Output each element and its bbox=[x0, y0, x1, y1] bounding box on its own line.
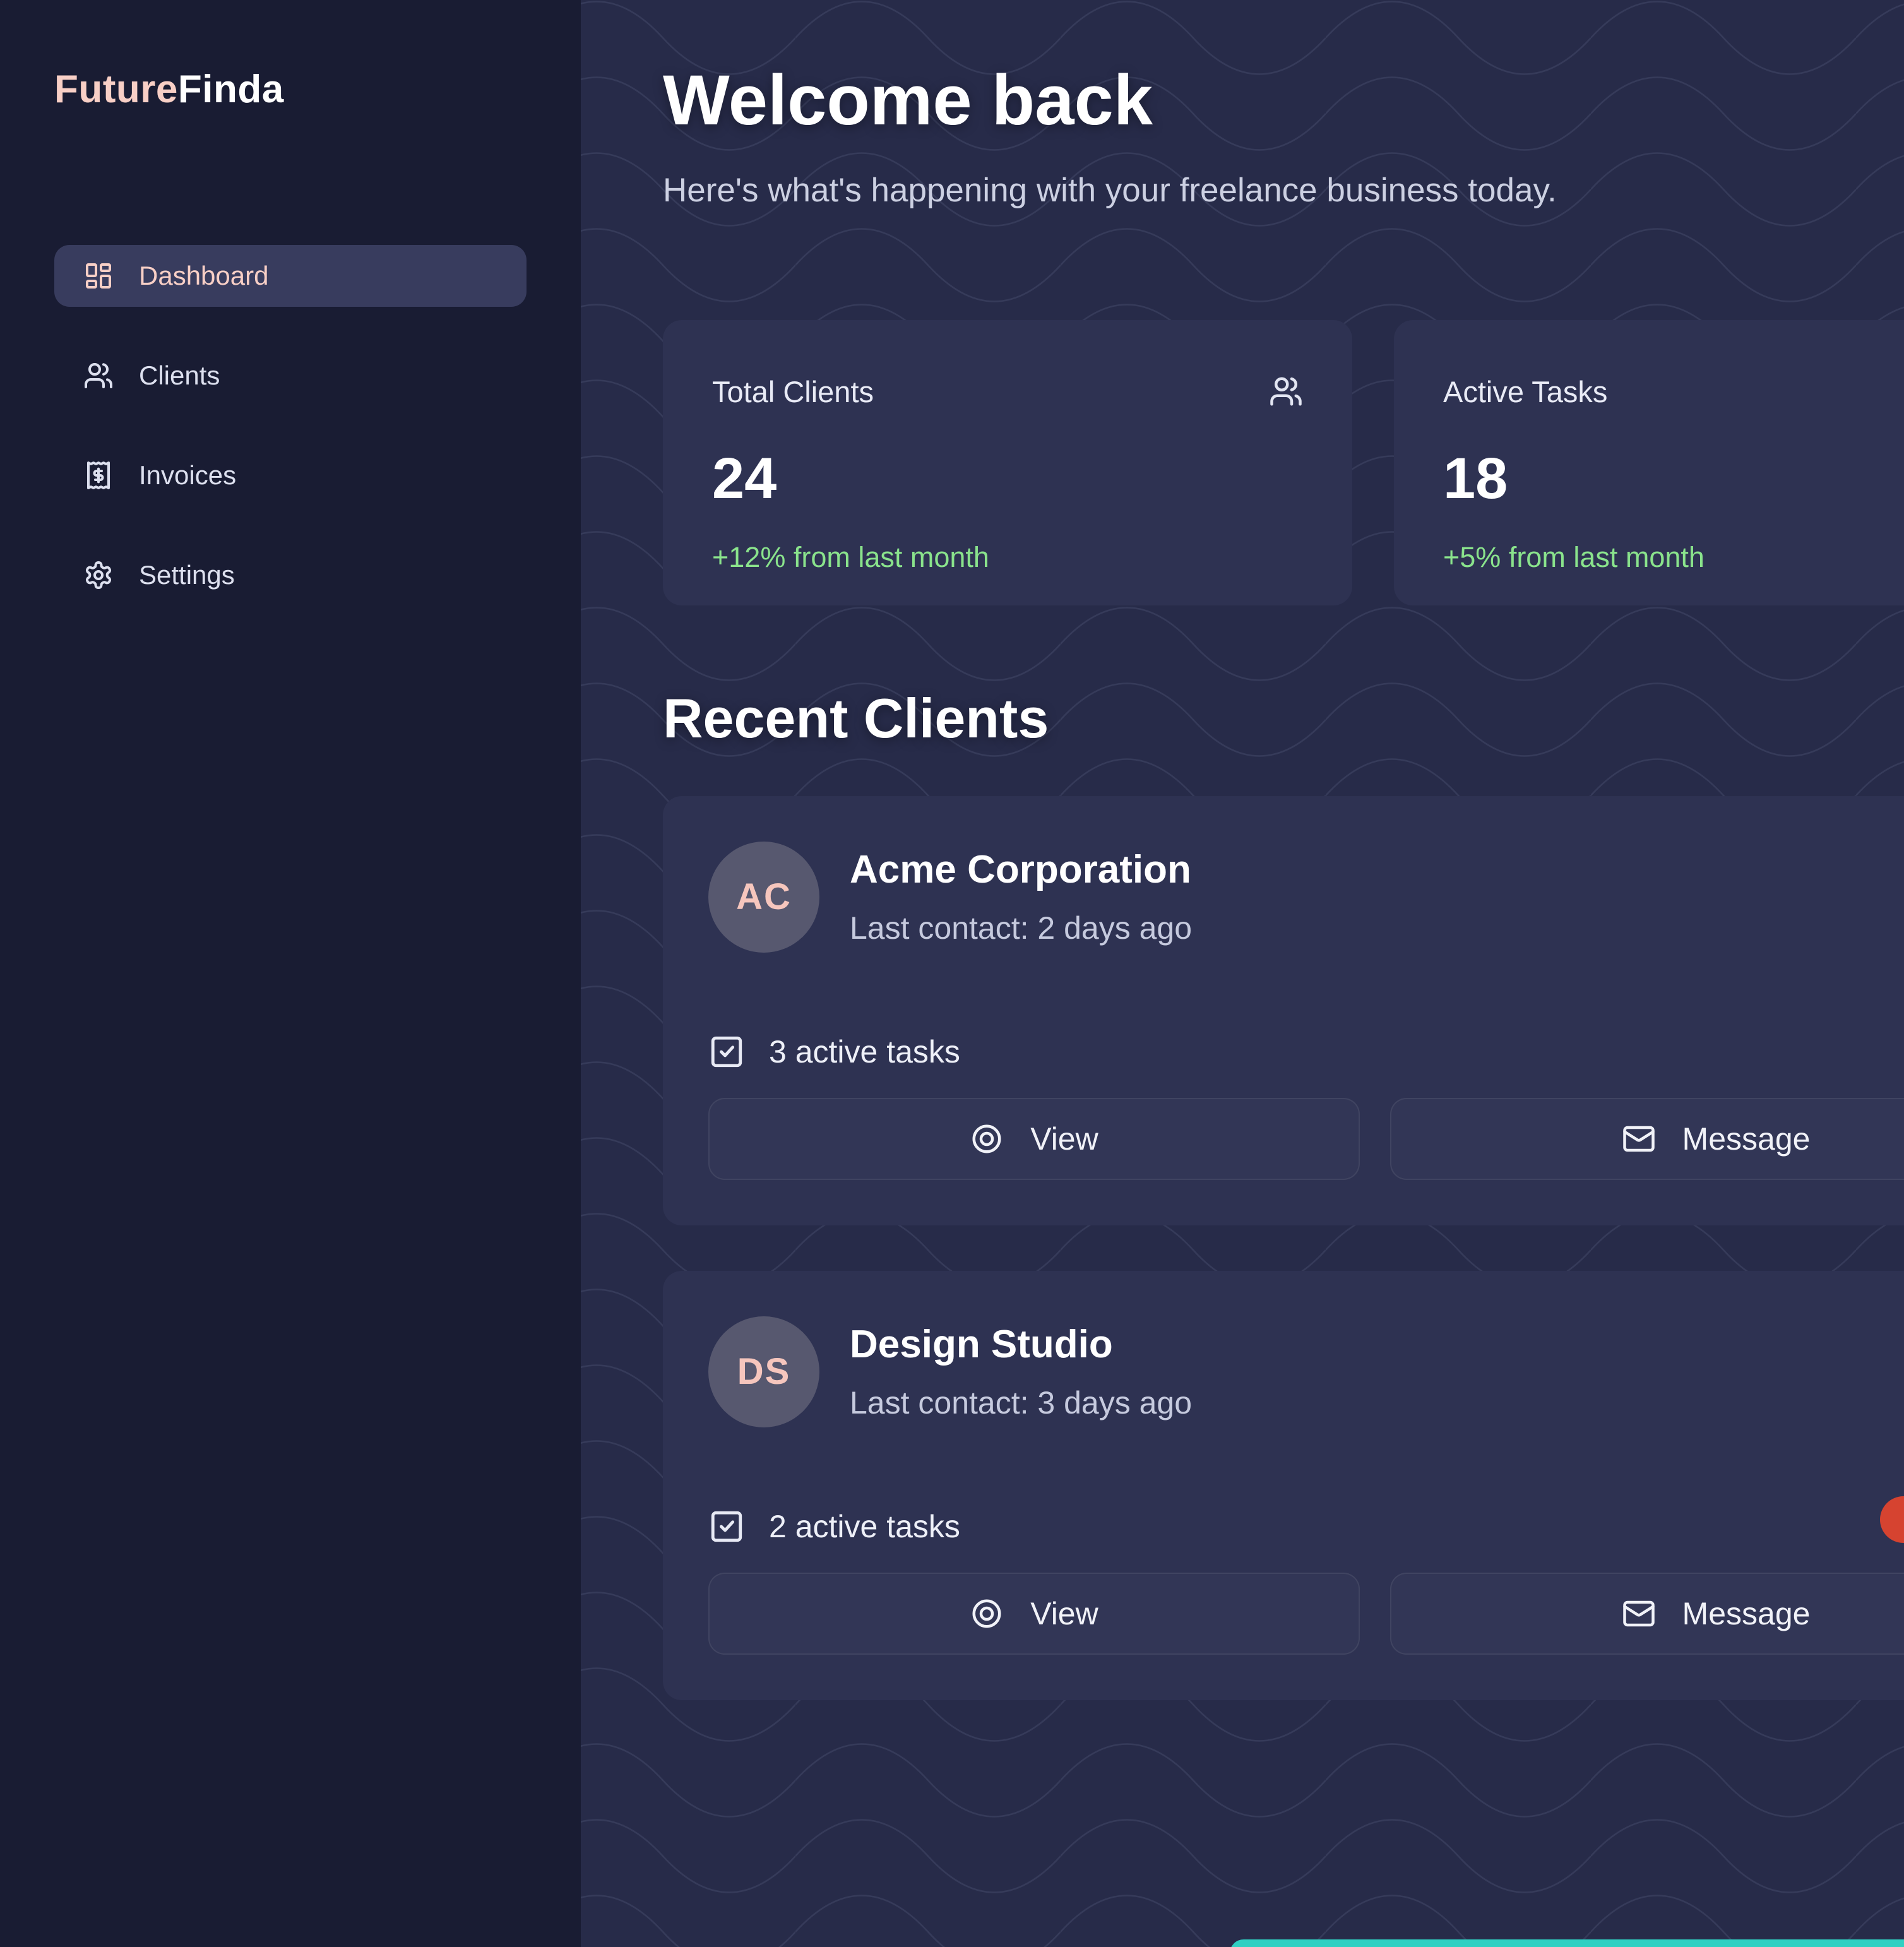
active-tasks-label: 2 active tasks bbox=[769, 1508, 960, 1544]
stat-card-total-clients: Total Clients 24 +12% from last month bbox=[663, 320, 1352, 606]
sidebar-item-label: Settings bbox=[139, 560, 235, 590]
app-logo: FutureFinda bbox=[54, 68, 527, 111]
view-button[interactable]: View bbox=[708, 1572, 1360, 1655]
active-tasks-row: 2 active tasks bbox=[708, 1508, 1904, 1545]
section-title-recent-clients: Recent Clients bbox=[663, 687, 1049, 750]
stat-delta: +12% from last month bbox=[712, 541, 989, 574]
sidebar: FutureFinda Dashboard Clients bbox=[0, 0, 581, 1947]
active-tasks-row: 3 active tasks bbox=[708, 1033, 1904, 1070]
page-subtitle: Here's what's happening with your freela… bbox=[663, 171, 1557, 209]
stat-value: 24 bbox=[712, 446, 777, 511]
message-button[interactable]: Message bbox=[1390, 1097, 1904, 1180]
mail-icon bbox=[1622, 1600, 1655, 1626]
stat-value: 18 bbox=[1443, 446, 1508, 511]
view-icon bbox=[972, 1124, 1001, 1153]
sidebar-item-clients[interactable]: Clients bbox=[54, 345, 527, 407]
view-button[interactable]: View bbox=[708, 1097, 1360, 1180]
client-name: Acme Corporation bbox=[850, 848, 1191, 892]
client-card-design-studio: DS Design Studio Last contact: 3 days ag… bbox=[663, 1270, 1904, 1700]
client-header: AC Acme Corporation Last contact: 2 days… bbox=[708, 841, 1904, 953]
client-card-acme: AC Acme Corporation Last contact: 2 days… bbox=[663, 795, 1904, 1225]
avatar: DS bbox=[708, 1316, 819, 1427]
sidebar-item-dashboard[interactable]: Dashboard bbox=[54, 245, 527, 307]
stat-delta: +5% from last month bbox=[1443, 541, 1705, 574]
sidebar-item-label: Invoices bbox=[139, 460, 237, 491]
logo-text-primary: Future bbox=[54, 68, 178, 111]
client-last-contact: Last contact: 3 days ago bbox=[850, 1385, 1193, 1421]
message-button-label: Message bbox=[1682, 1121, 1811, 1157]
message-button-label: Message bbox=[1682, 1595, 1811, 1631]
invoice-icon bbox=[87, 461, 110, 490]
sidebar-item-invoices[interactable]: Invoices bbox=[54, 444, 527, 506]
check-square-icon bbox=[711, 1511, 742, 1542]
client-actions: View Message bbox=[708, 1572, 1904, 1655]
view-button-label: View bbox=[1030, 1595, 1098, 1631]
sidebar-item-label: Clients bbox=[139, 360, 220, 391]
message-button[interactable]: Message bbox=[1390, 1572, 1904, 1655]
sidebar-item-label: Dashboard bbox=[139, 261, 269, 291]
teal-accent-strip bbox=[1230, 1939, 1904, 1947]
page-title: Welcome back bbox=[663, 61, 1153, 140]
check-square-icon bbox=[711, 1036, 742, 1067]
users-icon bbox=[85, 363, 112, 389]
stat-card-active-tasks: Active Tasks 18 +5% from last month bbox=[1394, 320, 1904, 606]
dashboard-icon bbox=[86, 263, 111, 289]
sidebar-nav: Dashboard Clients Invoices bbox=[54, 245, 527, 606]
avatar: AC bbox=[708, 841, 819, 953]
stat-label: Total Clients bbox=[712, 375, 874, 409]
active-tasks-label: 3 active tasks bbox=[769, 1033, 960, 1069]
logo-text-secondary: Finda bbox=[177, 68, 284, 111]
view-button-label: View bbox=[1030, 1121, 1098, 1157]
mail-icon bbox=[1622, 1126, 1655, 1152]
client-last-contact: Last contact: 2 days ago bbox=[850, 910, 1193, 946]
settings-icon bbox=[86, 561, 111, 590]
stat-label: Active Tasks bbox=[1443, 375, 1608, 409]
main-content: Welcome back Here's what's happening wit… bbox=[581, 0, 1904, 1700]
client-name: Design Studio bbox=[850, 1323, 1113, 1367]
users-icon bbox=[1270, 377, 1302, 406]
stats-row: Total Clients 24 +12% from last month Ac… bbox=[663, 320, 1904, 606]
client-actions: View Message bbox=[708, 1097, 1904, 1180]
client-header: DS Design Studio Last contact: 3 days ag… bbox=[708, 1316, 1904, 1427]
sidebar-item-settings[interactable]: Settings bbox=[54, 544, 527, 606]
view-icon bbox=[972, 1599, 1001, 1628]
